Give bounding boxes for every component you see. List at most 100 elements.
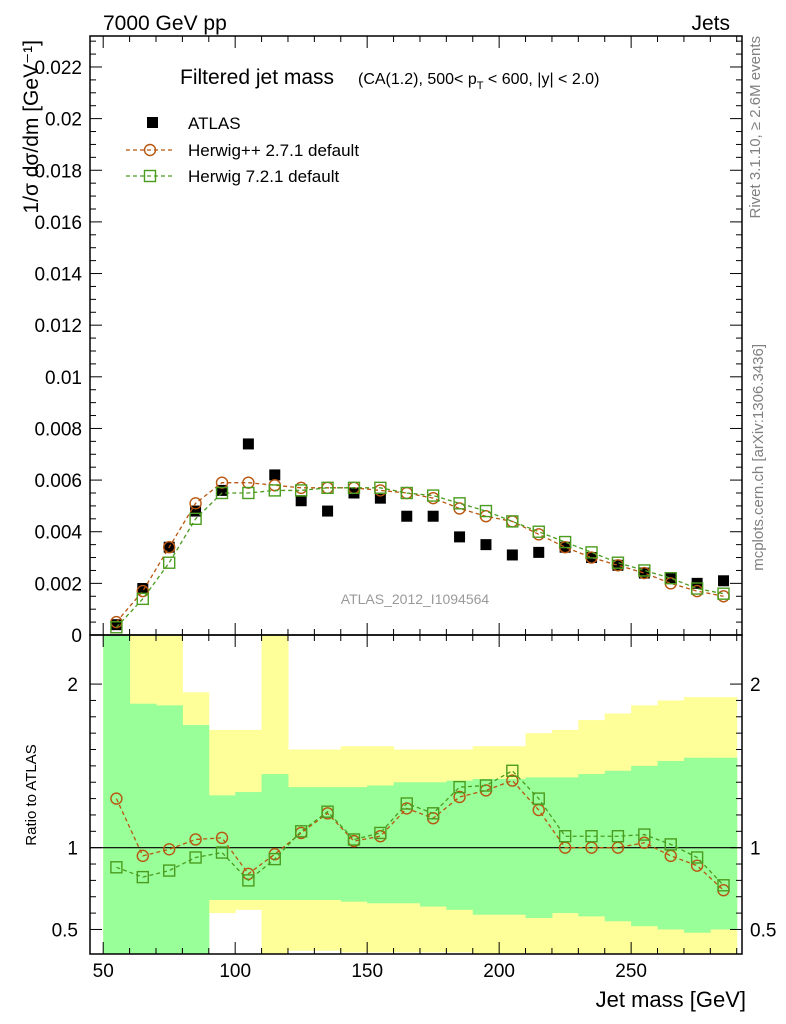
y-tick-label: 0.02 xyxy=(45,110,82,131)
data-point-herwig-7-2-1-default xyxy=(215,486,229,500)
ratio-band-inner-bin-1 xyxy=(129,703,157,954)
ratio-band-inner-bin-22 xyxy=(683,757,711,933)
data-point-herwig-2-7-1-default xyxy=(136,584,149,598)
data-point-herwig-7-2-1-default xyxy=(585,546,598,559)
ratio-point-herwig-7-2-1-default xyxy=(374,826,387,840)
data-point-herwig-7-2-1-default xyxy=(242,486,255,500)
y-tick-label: 0.014 xyxy=(34,265,82,286)
ratio-band-inner-bin-11 xyxy=(393,782,421,904)
y-axis-label-ratio: Ratio to ATLAS xyxy=(23,744,40,845)
ratio-point-herwig-7-2-1-default xyxy=(189,851,202,864)
data-point-herwig-7-2-1-default xyxy=(400,486,413,500)
ratio-point-herwig-2-7-1-default xyxy=(453,790,466,804)
ratio-point-herwig-7-2-1-default xyxy=(453,780,466,794)
y-axis-label-main: 1/σ dσ/dm [GeV⁻¹] xyxy=(20,40,43,214)
side-label-mcplots: mcplots.cern.ch [arXiv:1306.3436] xyxy=(750,344,767,571)
data-point-atlas xyxy=(216,484,228,496)
data-point-herwig-7-2-1-default xyxy=(558,535,572,549)
ratio-point-herwig-7-2-1-default xyxy=(268,852,281,866)
ratio-band-inner-bin-20 xyxy=(631,765,659,927)
ratio-point-herwig-7-2-1-default xyxy=(585,830,598,843)
ratio-point-herwig-2-7-1-default xyxy=(110,792,123,805)
ratio-band-inner-bin-12 xyxy=(419,782,447,907)
ratio-point-herwig-7-2-1-default xyxy=(162,864,176,877)
data-point-herwig-7-2-1-default xyxy=(479,504,493,518)
ratio-band-inner-bin-18 xyxy=(578,774,606,917)
ratio-point-herwig-2-7-1-default xyxy=(215,831,229,845)
data-point-herwig-7-2-1-default xyxy=(664,571,677,585)
x-tick-label: 150 xyxy=(351,961,383,982)
data-point-herwig-7-2-1-default xyxy=(690,582,704,595)
data-point-atlas xyxy=(506,549,518,561)
data-point-herwig-7-2-1-default xyxy=(611,556,625,569)
data-point-herwig-7-2-1-default xyxy=(189,512,202,526)
data-point-herwig-7-2-1-default xyxy=(268,484,281,497)
ratio-band-inner-bin-0 xyxy=(103,635,131,954)
y-tick-label: 0 xyxy=(71,626,82,647)
ratio-band-inner-bin-2 xyxy=(155,705,183,954)
ratio-point-herwig-7-2-1-default xyxy=(347,833,361,846)
data-point-atlas xyxy=(454,531,466,543)
ratio-point-herwig-7-2-1-default xyxy=(506,764,519,777)
data-point-atlas xyxy=(137,583,149,595)
data-point-herwig-7-2-1-default xyxy=(162,556,176,569)
ratio-band-inner-bin-14 xyxy=(472,778,500,915)
data-point-herwig-7-2-1-default xyxy=(294,484,308,497)
ratio-line-herwig-7-2-1-default xyxy=(116,769,724,886)
ratio-point-herwig-2-7-1-default xyxy=(690,859,704,872)
ratio-y-tick-label: 0.5 xyxy=(52,920,78,941)
data-point-atlas xyxy=(269,469,281,481)
data-point-herwig-7-2-1-default xyxy=(374,481,387,495)
ratio-point-herwig-7-2-1-default xyxy=(400,797,413,810)
data-point-herwig-7-2-1-default xyxy=(638,564,651,577)
header-right: Jets xyxy=(691,12,730,35)
ratio-point-herwig-7-2-1-default xyxy=(426,807,440,820)
plot-subtitle-part2: < 600, |y| < 2.0) xyxy=(483,71,599,88)
header-left: 7000 GeV pp xyxy=(103,12,227,35)
plot-subtitle: (CA(1.2), 500< pT < 600, |y| < 2.0) xyxy=(358,71,599,92)
data-point-herwig-2-7-1-default xyxy=(189,497,202,510)
ratio-band-inner-bin-5 xyxy=(235,792,263,901)
x-tick-label: 100 xyxy=(219,961,251,982)
ratio-point-herwig-2-7-1-default xyxy=(136,849,149,863)
legend-label-herwigpp: Herwig++ 2.7.1 default xyxy=(188,141,359,160)
ratio-y-tick-label: 2 xyxy=(67,675,78,696)
data-point-herwig-7-2-1-default xyxy=(426,489,440,502)
axis-ticks: 0 0.002 0.004 0.006 0.008 0.01 0.012 0.014 0.016… xyxy=(34,36,776,982)
ratio-point-herwig-7-2-1-default xyxy=(215,846,229,859)
data-point-atlas xyxy=(718,575,730,587)
ratio-line-herwig-2-7-1-default xyxy=(115,779,724,891)
ratio-point-herwig-7-2-1-default xyxy=(717,879,730,892)
ratio-y-tick-label-right: 2 xyxy=(750,675,761,696)
ratio-point-herwig-2-7-1-default xyxy=(162,843,176,856)
data-point-herwig-7-2-1-default xyxy=(717,587,730,600)
data-point-atlas xyxy=(295,495,307,507)
ratio-band-inner-bin-6 xyxy=(261,774,289,901)
data-point-atlas xyxy=(374,492,386,504)
legend-label-atlas: ATLAS xyxy=(188,114,241,133)
ratio-plot-frame xyxy=(89,634,743,955)
data-point-herwig-7-2-1-default xyxy=(136,592,149,606)
data-point-herwig-2-7-1-default xyxy=(162,541,176,554)
ratio-point-herwig-7-2-1-default xyxy=(294,825,308,838)
legend: ATLAS Herwig++ 2.7.1 default Herwig 7.2.… xyxy=(126,114,359,186)
y-tick-label: 0.022 xyxy=(34,58,82,79)
plot-subtitle-part1: (CA(1.2), 500< p xyxy=(358,71,477,88)
main-plot-series xyxy=(110,438,730,634)
x-tick-label: 50 xyxy=(93,961,114,982)
data-point-atlas xyxy=(427,510,439,522)
ratio-point-herwig-2-7-1-default xyxy=(189,833,202,846)
ratio-band-inner-bin-7 xyxy=(287,787,315,901)
data-point-atlas xyxy=(480,539,492,551)
ratio-point-herwig-7-2-1-default xyxy=(321,805,334,818)
data-point-atlas xyxy=(401,510,413,522)
data-point-herwig-7-2-1-default xyxy=(110,621,123,634)
legend-marker-herwigpp xyxy=(143,143,157,157)
y-tick-label: 0.01 xyxy=(45,368,82,389)
ratio-y-tick-label: 1 xyxy=(67,839,78,860)
data-point-atlas xyxy=(638,567,650,579)
legend-marker-herwig7 xyxy=(143,169,157,183)
legend-label-herwig7: Herwig 7.2.1 default xyxy=(188,167,339,186)
ratio-uncertainty-bands xyxy=(103,635,738,954)
